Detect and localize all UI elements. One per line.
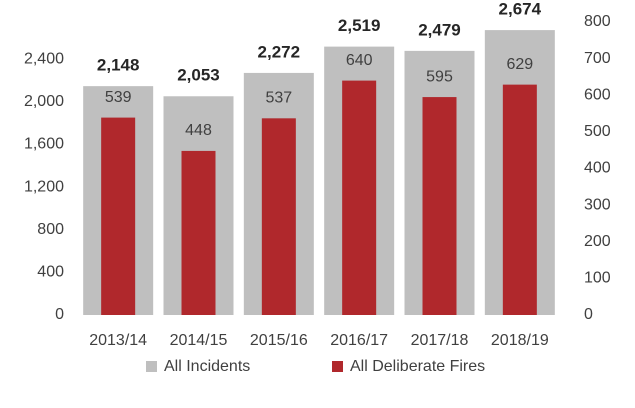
y2-tick-label: 100 xyxy=(584,270,611,287)
y-tick-label: 400 xyxy=(37,264,64,281)
y2-tick-label: 400 xyxy=(584,160,611,177)
bar xyxy=(422,97,457,315)
bar xyxy=(101,117,136,315)
y2-tick-label: 200 xyxy=(584,233,611,250)
y-tick-label: 2,400 xyxy=(24,51,64,68)
data-label: 2,479 xyxy=(418,20,461,39)
legend-label: All Incidents xyxy=(164,358,250,375)
y-tick-label: 0 xyxy=(55,306,64,323)
x-tick-label: 2018/19 xyxy=(491,332,549,349)
x-tick-label: 2014/15 xyxy=(170,332,228,349)
data-label: 2,674 xyxy=(499,0,542,19)
y2-tick-label: 0 xyxy=(584,306,593,323)
data-label: 640 xyxy=(346,52,373,69)
data-label: 629 xyxy=(506,56,533,73)
y2-tick-label: 700 xyxy=(584,50,611,67)
x-tick-label: 2016/17 xyxy=(330,332,388,349)
data-label: 448 xyxy=(185,122,212,139)
data-label: 2,519 xyxy=(338,16,381,35)
x-tick-label: 2015/16 xyxy=(250,332,308,349)
data-label: 2,272 xyxy=(258,42,301,61)
y-tick-label: 1,200 xyxy=(24,178,64,195)
bar xyxy=(181,150,216,315)
data-label: 537 xyxy=(265,90,292,107)
y-tick-label: 1,600 xyxy=(24,136,64,153)
legend-label: All Deliberate Fires xyxy=(350,358,485,375)
data-label: 2,053 xyxy=(177,66,220,85)
y-tick-label: 2,000 xyxy=(24,93,64,110)
y-tick-label: 800 xyxy=(37,221,64,238)
y2-tick-label: 600 xyxy=(584,86,611,103)
y2-tick-label: 500 xyxy=(584,123,611,140)
legend-swatch xyxy=(332,361,343,372)
bar xyxy=(342,80,377,315)
legend-swatch xyxy=(146,361,157,372)
y2-tick-label: 800 xyxy=(584,13,611,30)
y2-tick-label: 300 xyxy=(584,196,611,213)
x-tick-label: 2017/18 xyxy=(411,332,469,349)
data-label: 2,148 xyxy=(97,56,140,75)
x-tick-label: 2013/14 xyxy=(89,332,147,349)
bar xyxy=(261,118,296,315)
data-label: 595 xyxy=(426,68,453,85)
bar xyxy=(502,84,537,315)
data-label: 539 xyxy=(105,89,132,106)
